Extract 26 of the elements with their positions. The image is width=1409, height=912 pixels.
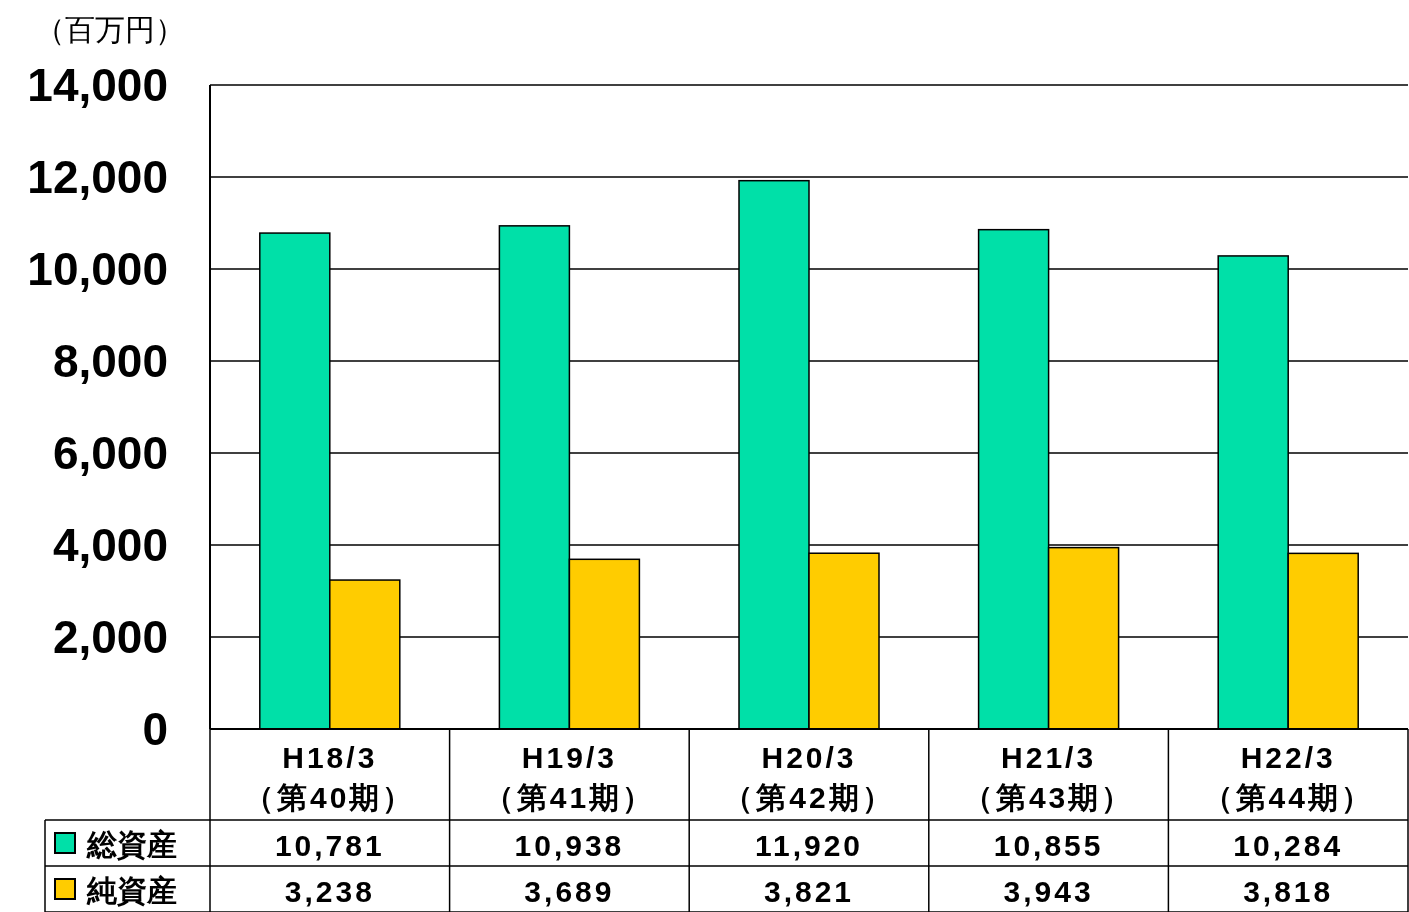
data-label: 3,238 [284, 875, 375, 908]
data-label: 11,920 [754, 829, 864, 862]
y-tick-label: 0 [142, 703, 168, 755]
y-tick-label: 12,000 [27, 151, 168, 203]
data-label: 10,284 [1233, 829, 1344, 862]
data-label: 10,938 [514, 829, 625, 862]
y-tick-label: 8,000 [52, 335, 168, 387]
data-label: 10,855 [993, 829, 1104, 862]
x-tick-label: H18/3 （第40期） [244, 741, 416, 814]
legend-label: 総資産 [86, 828, 177, 861]
x-tick-label: H20/3 （第42期） [723, 741, 895, 814]
data-label: 3,821 [763, 875, 855, 908]
y-axis-title: （百万円） [35, 13, 185, 46]
y-tick-label: 10,000 [27, 243, 168, 295]
data-label: 3,689 [524, 875, 615, 908]
x-tick-label: H21/3 （第43期） [962, 741, 1135, 814]
y-tick-label: 6,000 [52, 427, 168, 479]
x-tick-label: H22/3 （第44期） [1202, 741, 1374, 814]
data-label: 3,943 [1003, 875, 1094, 908]
y-tick-label: 2,000 [52, 611, 168, 663]
legend-label: 純資産 [86, 874, 177, 907]
data-label: 10,781 [274, 829, 385, 862]
data-label: 3,818 [1243, 875, 1334, 908]
y-tick-label: 4,000 [52, 519, 168, 571]
y-tick-label: 14,000 [27, 59, 168, 111]
x-tick-label: H19/3 （第41期） [483, 741, 656, 814]
